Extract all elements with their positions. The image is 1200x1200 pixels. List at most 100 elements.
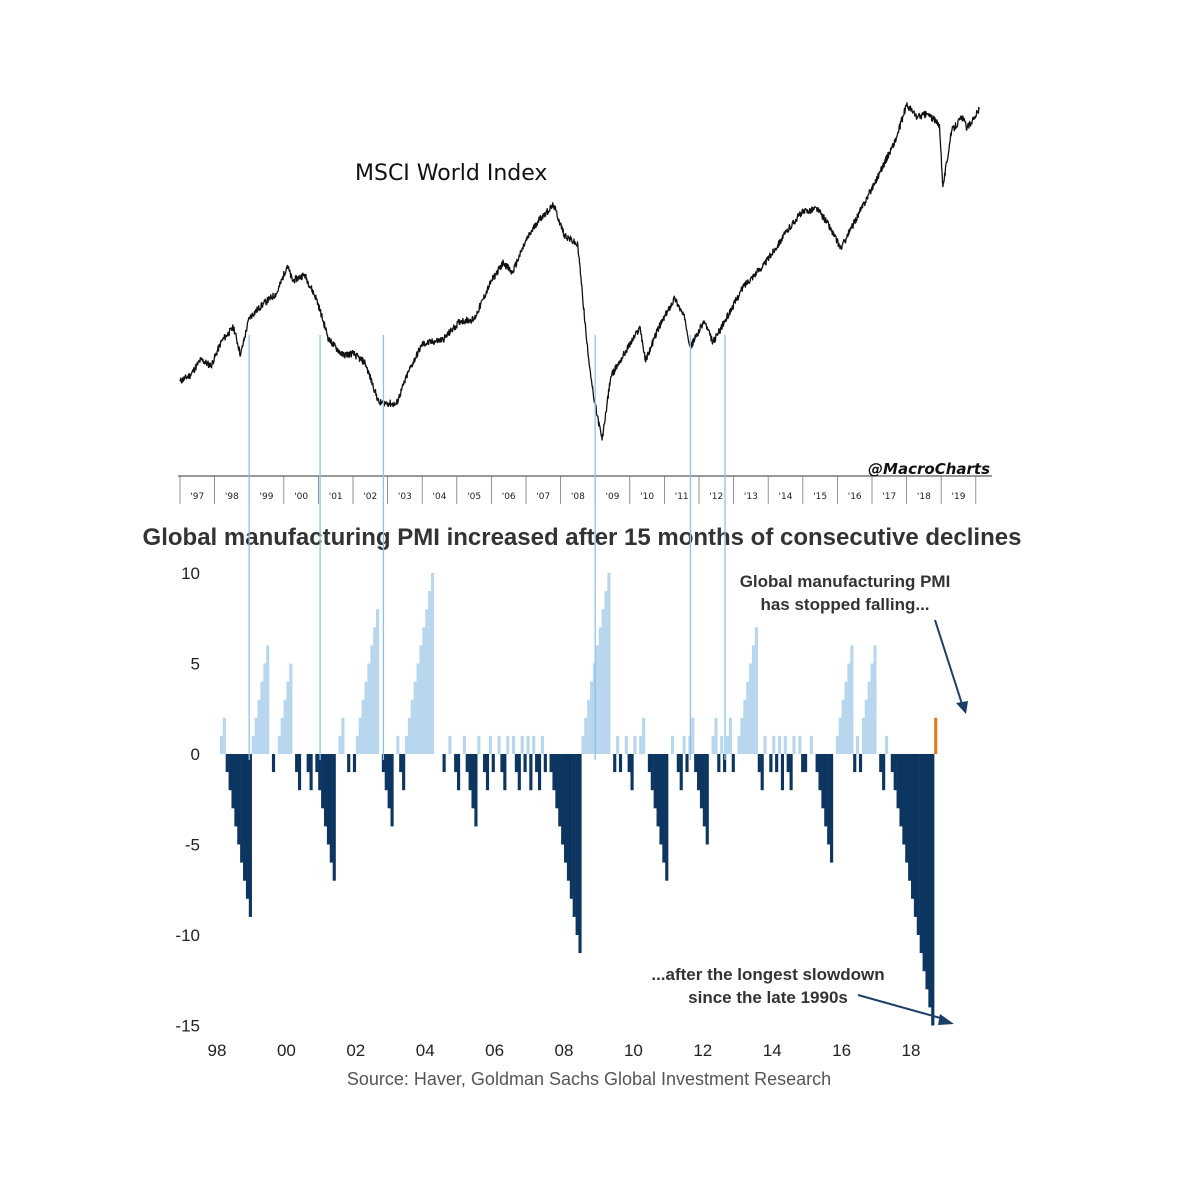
pmi-panel: Global manufacturing PMI increased after… [143,524,1022,1089]
annotation-slowdown-line2: since the late 1990s [688,988,848,1007]
pmi-bar [720,735,724,754]
pmi-bar [780,754,785,791]
pmi-bar [604,591,608,754]
pmi-bar [697,754,701,791]
pmi-bar [396,735,400,754]
pmi-bar [613,754,617,773]
pmi-bar [506,735,510,754]
pmi-bar [231,754,235,809]
pmi-bar [801,754,805,773]
pmi-bar [821,754,825,809]
pmi-bar [659,754,663,845]
msci-tick-label: '08 [571,492,585,502]
pmi-bar [511,735,516,754]
pmi-bar [355,735,359,754]
pmi-bar [428,591,432,754]
pmi-bar [691,717,695,754]
pmi-bar [407,717,411,754]
pmi-bar [714,717,718,754]
msci-tick-label: '18 [917,492,931,502]
pmi-bar [870,663,874,754]
pmi-bar [899,754,903,827]
msci-tick-label: '15 [813,492,827,502]
annotation-arrowhead-up [956,701,968,714]
pmi-bar [483,754,487,773]
pmi-bar [757,754,761,773]
pmi-bar [361,699,365,754]
pmi-x-tick-label: 10 [624,1041,643,1060]
pmi-bar [240,754,244,863]
pmi-bar [913,754,918,917]
pmi-y-tick-label: 5 [191,655,200,674]
pmi-bar [399,754,403,773]
pmi-bar [257,699,261,754]
pmi-bar [500,754,504,773]
pmi-bar [656,754,660,827]
pmi-x-tick-label: 04 [416,1041,435,1060]
pmi-bar [555,754,559,809]
msci-tick-label: '12 [709,492,723,502]
pmi-x-tick-label: 08 [555,1041,574,1060]
annotation-slowdown-line1: ...after the longest slowdown [651,965,884,984]
pmi-bar [931,754,935,1026]
pmi-x-tick-label: 02 [346,1041,365,1060]
msci-tick-label: '10 [640,492,654,502]
pmi-bar [728,717,732,754]
pmi-bar [323,754,328,827]
pmi-bar [754,627,758,754]
pmi-bar [370,645,374,754]
pmi-bar [326,754,331,845]
pmi-bar [844,681,848,754]
pmi-bar [321,754,325,809]
msci-tick-label: '19 [952,492,966,502]
pmi-bar [271,754,276,773]
pmi-bar [650,754,654,791]
msci-tick-label: '01 [329,492,343,502]
pmi-bar [532,735,536,754]
msci-tick-label: '17 [882,492,896,502]
pmi-bar [665,754,669,881]
pmi-bar [347,754,351,773]
pmi-bar [373,627,377,754]
pmi-bar [315,754,319,773]
pmi-bar [338,735,342,754]
pmi-bar [364,681,368,754]
pmi-bar [858,754,863,773]
pmi-x-tick-label: 98 [208,1041,227,1060]
pmi-bar [694,754,698,773]
pmi-bar [318,754,322,791]
pmi-bar [746,681,750,754]
pmi-bar [905,754,909,863]
pmi-bar [916,754,920,935]
pmi-bar [740,717,744,754]
pmi-latest-bar [934,717,938,754]
pmi-x-axis: 98 00 02 04 06 08 10 12 14 16 18 [208,1041,921,1060]
pmi-bar [289,663,293,754]
pmi-bar [624,735,628,754]
pmi-bar [329,754,333,863]
pmi-y-tick-label: -10 [175,926,200,945]
pmi-bar [376,609,380,754]
pmi-bar [561,754,565,845]
pmi-bar [222,717,226,754]
pmi-bar [474,754,478,827]
pmi-bar [367,663,371,754]
pmi-bar [558,754,562,827]
pmi-bar [595,645,599,754]
pmi-bar [679,754,683,791]
pmi-bar [514,754,518,773]
pmi-bar [717,754,721,773]
pmi-bar [685,754,689,773]
pmi-bar [670,735,675,754]
pmi-bar [471,754,475,809]
pmi-x-tick-label: 12 [693,1041,712,1060]
pmi-bar [830,754,834,863]
pmi-bar [760,754,764,791]
pmi-bar [763,735,767,754]
pmi-bar [332,754,336,881]
pmi-bar [517,754,521,791]
annotation-arrowhead-down [938,1014,954,1025]
pmi-bar [702,754,706,827]
